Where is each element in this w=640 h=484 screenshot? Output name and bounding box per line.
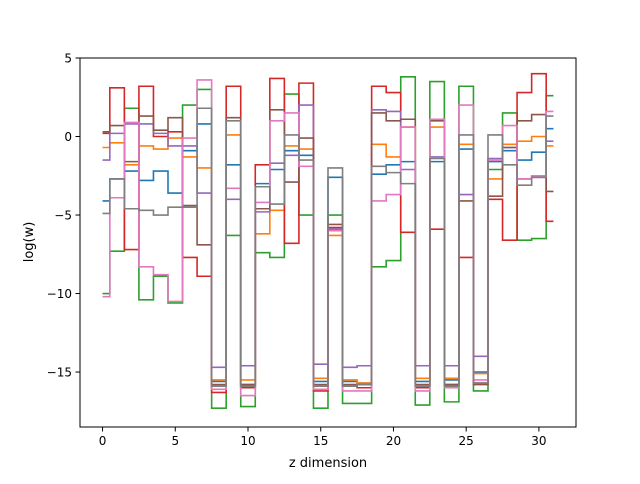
series-line-7	[102, 79, 554, 397]
plot-frame	[79, 57, 577, 428]
series-line-3	[102, 76, 554, 409]
x-axis-label: z dimension	[289, 456, 367, 471]
series-line-5	[102, 104, 554, 369]
x-tick-label: 10	[240, 434, 255, 448]
x-tick-label: 0	[99, 434, 107, 448]
y-axis-label: log(w)	[22, 222, 37, 263]
y-tick-label: 5	[64, 52, 72, 66]
x-ticks: 0 5 10 15 20 25 30	[99, 427, 547, 448]
x-tick-label: 20	[386, 434, 401, 448]
series-line-8	[102, 107, 554, 387]
x-tick-label: 25	[459, 434, 474, 448]
x-tick-label: 30	[531, 434, 546, 448]
y-tick-label: −5	[54, 209, 72, 223]
y-ticks: 5 0 −5 −10 −15	[47, 52, 80, 380]
y-tick-label: 0	[64, 130, 72, 144]
x-tick-label: 15	[313, 434, 328, 448]
x-tick-label: 5	[171, 434, 179, 448]
series-layer	[102, 72, 554, 409]
y-tick-label: −10	[47, 287, 72, 301]
y-tick-label: −15	[47, 366, 72, 380]
